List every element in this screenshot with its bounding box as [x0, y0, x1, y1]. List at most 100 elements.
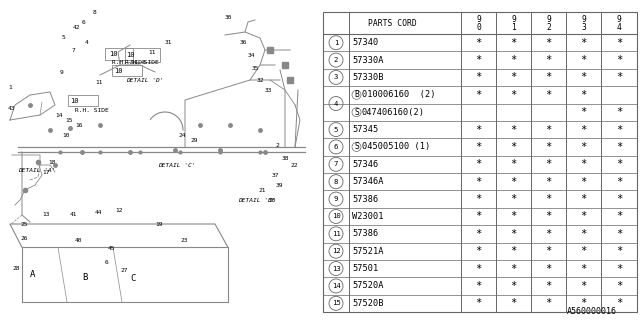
Text: *: * — [616, 194, 622, 204]
Text: 45: 45 — [108, 245, 115, 251]
Text: 36: 36 — [240, 39, 248, 44]
Text: 24: 24 — [178, 132, 186, 138]
Text: *: * — [616, 229, 622, 239]
Text: *: * — [476, 229, 482, 239]
Text: S: S — [354, 142, 359, 151]
Text: 16: 16 — [75, 123, 83, 127]
Text: 12: 12 — [115, 207, 122, 212]
Text: *: * — [580, 177, 587, 187]
Text: C: C — [130, 274, 136, 283]
Text: 57345: 57345 — [352, 125, 378, 134]
Text: *: * — [616, 177, 622, 187]
Text: 10: 10 — [126, 52, 134, 58]
Text: 9: 9 — [511, 14, 516, 23]
Text: 1: 1 — [8, 84, 12, 90]
Text: 25: 25 — [20, 222, 28, 228]
Text: *: * — [616, 72, 622, 83]
Text: 10: 10 — [70, 98, 79, 104]
Text: 15: 15 — [332, 300, 340, 306]
Text: 42: 42 — [73, 25, 81, 29]
Text: *: * — [545, 177, 552, 187]
Text: *: * — [545, 281, 552, 291]
Text: DETAIL 'C': DETAIL 'C' — [158, 163, 195, 167]
Text: *: * — [616, 142, 622, 152]
Text: 15: 15 — [65, 117, 72, 123]
Text: *: * — [476, 159, 482, 169]
Text: *: * — [510, 194, 516, 204]
Text: *: * — [510, 246, 516, 256]
Text: *: * — [510, 55, 516, 65]
Text: B: B — [354, 90, 359, 99]
Text: *: * — [616, 107, 622, 117]
Text: *: * — [510, 124, 516, 135]
Text: 3: 3 — [581, 22, 586, 31]
Text: DETAIL 'A': DETAIL 'A' — [18, 167, 56, 172]
Text: 9: 9 — [60, 69, 64, 75]
Text: 43: 43 — [8, 106, 15, 110]
Text: A: A — [30, 270, 35, 279]
Text: *: * — [545, 159, 552, 169]
Text: 13: 13 — [42, 212, 49, 218]
Text: *: * — [510, 38, 516, 48]
Text: 4: 4 — [85, 39, 89, 44]
Text: *: * — [616, 281, 622, 291]
Text: *: * — [510, 72, 516, 83]
Text: 10: 10 — [109, 51, 118, 57]
Text: 57386: 57386 — [352, 195, 378, 204]
Text: *: * — [580, 281, 587, 291]
Text: 44: 44 — [95, 210, 102, 214]
Text: 34: 34 — [248, 52, 255, 58]
Text: 10: 10 — [62, 132, 70, 138]
Text: *: * — [476, 72, 482, 83]
Text: *: * — [476, 246, 482, 256]
Text: *: * — [476, 194, 482, 204]
Text: 1: 1 — [334, 40, 338, 46]
Text: *: * — [476, 142, 482, 152]
Text: 5: 5 — [334, 127, 338, 132]
Text: 38: 38 — [282, 156, 289, 161]
Text: 32: 32 — [257, 77, 264, 83]
Text: 9: 9 — [616, 14, 621, 23]
Text: 6: 6 — [334, 144, 338, 150]
Text: 57520B: 57520B — [352, 299, 383, 308]
Text: R.H. SIDE: R.H. SIDE — [75, 108, 109, 113]
Text: *: * — [476, 124, 482, 135]
Text: *: * — [580, 107, 587, 117]
Text: 2: 2 — [334, 57, 338, 63]
Text: 13: 13 — [332, 266, 340, 272]
Text: *: * — [580, 90, 587, 100]
Text: 20: 20 — [268, 197, 275, 203]
Text: *: * — [580, 212, 587, 221]
Text: *: * — [510, 90, 516, 100]
Text: 57501: 57501 — [352, 264, 378, 273]
Text: A560000016: A560000016 — [567, 307, 617, 316]
Text: *: * — [545, 90, 552, 100]
Text: 57386: 57386 — [352, 229, 378, 238]
Text: 41: 41 — [70, 212, 77, 218]
Text: *: * — [580, 142, 587, 152]
Text: 57340: 57340 — [352, 38, 378, 47]
Text: *: * — [476, 281, 482, 291]
Text: *: * — [476, 55, 482, 65]
Text: 17: 17 — [42, 170, 49, 174]
Text: 047406160(2): 047406160(2) — [362, 108, 425, 117]
Text: 10: 10 — [114, 68, 122, 74]
Text: *: * — [545, 142, 552, 152]
Text: W23001: W23001 — [352, 212, 383, 221]
Text: 14: 14 — [55, 113, 63, 117]
Text: 22: 22 — [290, 163, 298, 167]
Text: *: * — [545, 55, 552, 65]
Text: 35: 35 — [252, 66, 259, 70]
Text: 4: 4 — [616, 22, 621, 31]
Text: 8: 8 — [334, 179, 338, 185]
Text: 18: 18 — [48, 159, 56, 164]
Text: 57521A: 57521A — [352, 247, 383, 256]
Text: *: * — [476, 38, 482, 48]
Text: *: * — [545, 246, 552, 256]
Text: 9: 9 — [476, 14, 481, 23]
Text: *: * — [580, 124, 587, 135]
Text: 12: 12 — [332, 248, 340, 254]
Text: *: * — [510, 229, 516, 239]
Text: 40: 40 — [75, 237, 83, 243]
Text: DETAIL 'B': DETAIL 'B' — [238, 197, 275, 203]
